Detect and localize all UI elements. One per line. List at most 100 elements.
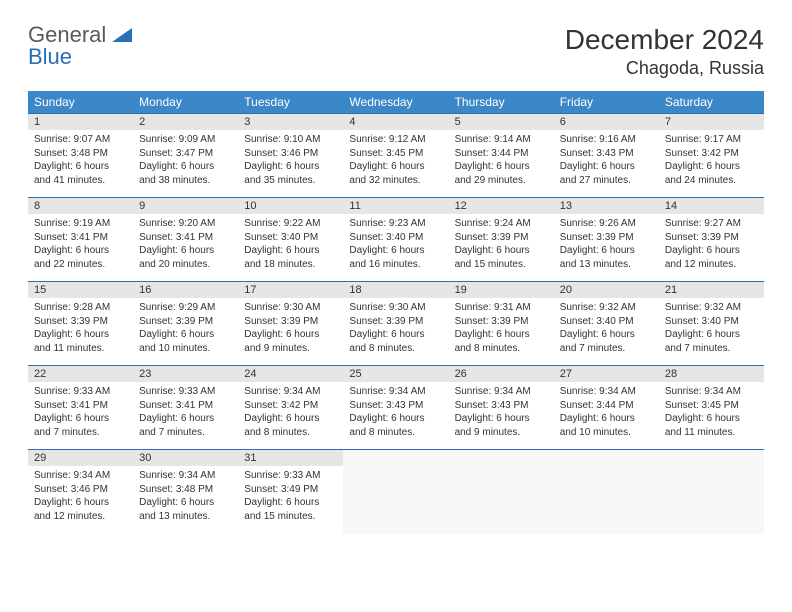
calendar-day-cell: 22Sunrise: 9:33 AMSunset: 3:41 PMDayligh… xyxy=(28,366,133,450)
day-line-d2: and 11 minutes. xyxy=(34,342,127,356)
weekday-header: Friday xyxy=(554,91,659,114)
brand-logo: General Blue xyxy=(28,24,132,68)
day-line-sr: Sunrise: 9:34 AM xyxy=(665,385,758,399)
day-content: Sunrise: 9:33 AMSunset: 3:49 PMDaylight:… xyxy=(238,466,343,526)
calendar-day-cell: 24Sunrise: 9:34 AMSunset: 3:42 PMDayligh… xyxy=(238,366,343,450)
calendar-day-cell: 6Sunrise: 9:16 AMSunset: 3:43 PMDaylight… xyxy=(554,114,659,198)
day-line-ss: Sunset: 3:40 PM xyxy=(244,231,337,245)
day-line-d1: Daylight: 6 hours xyxy=(139,328,232,342)
day-content: Sunrise: 9:34 AMSunset: 3:43 PMDaylight:… xyxy=(449,382,554,442)
day-content: Sunrise: 9:12 AMSunset: 3:45 PMDaylight:… xyxy=(343,130,448,190)
day-line-d1: Daylight: 6 hours xyxy=(349,244,442,258)
day-number: 5 xyxy=(449,114,554,130)
day-line-sr: Sunrise: 9:34 AM xyxy=(139,469,232,483)
day-line-d1: Daylight: 6 hours xyxy=(349,412,442,426)
day-line-ss: Sunset: 3:42 PM xyxy=(665,147,758,161)
day-line-d2: and 8 minutes. xyxy=(244,426,337,440)
day-line-d1: Daylight: 6 hours xyxy=(349,328,442,342)
day-number: 19 xyxy=(449,282,554,298)
day-line-d1: Daylight: 6 hours xyxy=(455,244,548,258)
day-number: 20 xyxy=(554,282,659,298)
calendar-day-cell: 3Sunrise: 9:10 AMSunset: 3:46 PMDaylight… xyxy=(238,114,343,198)
day-content: Sunrise: 9:30 AMSunset: 3:39 PMDaylight:… xyxy=(238,298,343,358)
calendar-day-cell: 13Sunrise: 9:26 AMSunset: 3:39 PMDayligh… xyxy=(554,198,659,282)
day-line-ss: Sunset: 3:39 PM xyxy=(139,315,232,329)
day-content: Sunrise: 9:33 AMSunset: 3:41 PMDaylight:… xyxy=(133,382,238,442)
calendar-day-cell: 5Sunrise: 9:14 AMSunset: 3:44 PMDaylight… xyxy=(449,114,554,198)
day-number: 4 xyxy=(343,114,448,130)
day-line-d1: Daylight: 6 hours xyxy=(34,328,127,342)
day-number: 2 xyxy=(133,114,238,130)
day-line-ss: Sunset: 3:40 PM xyxy=(349,231,442,245)
weekday-header: Tuesday xyxy=(238,91,343,114)
day-line-d2: and 9 minutes. xyxy=(455,426,548,440)
day-content: Sunrise: 9:34 AMSunset: 3:43 PMDaylight:… xyxy=(343,382,448,442)
calendar-day-cell: 1Sunrise: 9:07 AMSunset: 3:48 PMDaylight… xyxy=(28,114,133,198)
day-number: 25 xyxy=(343,366,448,382)
day-line-sr: Sunrise: 9:24 AM xyxy=(455,217,548,231)
day-line-d2: and 7 minutes. xyxy=(139,426,232,440)
day-number: 22 xyxy=(28,366,133,382)
day-content: Sunrise: 9:19 AMSunset: 3:41 PMDaylight:… xyxy=(28,214,133,274)
day-line-sr: Sunrise: 9:30 AM xyxy=(244,301,337,315)
calendar-day-cell: 19Sunrise: 9:31 AMSunset: 3:39 PMDayligh… xyxy=(449,282,554,366)
weekday-header: Wednesday xyxy=(343,91,448,114)
day-line-d1: Daylight: 6 hours xyxy=(34,160,127,174)
day-line-sr: Sunrise: 9:16 AM xyxy=(560,133,653,147)
day-number: 24 xyxy=(238,366,343,382)
day-content: Sunrise: 9:24 AMSunset: 3:39 PMDaylight:… xyxy=(449,214,554,274)
day-line-sr: Sunrise: 9:33 AM xyxy=(139,385,232,399)
day-line-d2: and 7 minutes. xyxy=(34,426,127,440)
day-line-d2: and 13 minutes. xyxy=(139,510,232,524)
calendar-empty-cell xyxy=(449,450,554,534)
day-line-d1: Daylight: 6 hours xyxy=(34,496,127,510)
day-line-ss: Sunset: 3:47 PM xyxy=(139,147,232,161)
day-content: Sunrise: 9:32 AMSunset: 3:40 PMDaylight:… xyxy=(659,298,764,358)
day-line-d2: and 32 minutes. xyxy=(349,174,442,188)
calendar-day-cell: 30Sunrise: 9:34 AMSunset: 3:48 PMDayligh… xyxy=(133,450,238,534)
calendar-day-cell: 29Sunrise: 9:34 AMSunset: 3:46 PMDayligh… xyxy=(28,450,133,534)
calendar-week-row: 29Sunrise: 9:34 AMSunset: 3:46 PMDayligh… xyxy=(28,450,764,534)
day-content: Sunrise: 9:17 AMSunset: 3:42 PMDaylight:… xyxy=(659,130,764,190)
calendar-day-cell: 20Sunrise: 9:32 AMSunset: 3:40 PMDayligh… xyxy=(554,282,659,366)
day-line-sr: Sunrise: 9:34 AM xyxy=(244,385,337,399)
day-number: 27 xyxy=(554,366,659,382)
day-number: 6 xyxy=(554,114,659,130)
calendar-day-cell: 15Sunrise: 9:28 AMSunset: 3:39 PMDayligh… xyxy=(28,282,133,366)
weekday-header: Sunday xyxy=(28,91,133,114)
day-content: Sunrise: 9:07 AMSunset: 3:48 PMDaylight:… xyxy=(28,130,133,190)
day-line-d1: Daylight: 6 hours xyxy=(665,328,758,342)
calendar-table: SundayMondayTuesdayWednesdayThursdayFrid… xyxy=(28,91,764,534)
day-line-ss: Sunset: 3:39 PM xyxy=(455,315,548,329)
day-line-d2: and 7 minutes. xyxy=(560,342,653,356)
day-line-d2: and 16 minutes. xyxy=(349,258,442,272)
calendar-week-row: 22Sunrise: 9:33 AMSunset: 3:41 PMDayligh… xyxy=(28,366,764,450)
day-line-d2: and 12 minutes. xyxy=(665,258,758,272)
day-number: 1 xyxy=(28,114,133,130)
day-number: 23 xyxy=(133,366,238,382)
calendar-day-cell: 14Sunrise: 9:27 AMSunset: 3:39 PMDayligh… xyxy=(659,198,764,282)
day-line-ss: Sunset: 3:39 PM xyxy=(349,315,442,329)
day-line-d2: and 8 minutes. xyxy=(349,342,442,356)
day-number: 11 xyxy=(343,198,448,214)
day-line-sr: Sunrise: 9:27 AM xyxy=(665,217,758,231)
calendar-day-cell: 2Sunrise: 9:09 AMSunset: 3:47 PMDaylight… xyxy=(133,114,238,198)
day-line-ss: Sunset: 3:43 PM xyxy=(560,147,653,161)
day-content: Sunrise: 9:28 AMSunset: 3:39 PMDaylight:… xyxy=(28,298,133,358)
day-line-d2: and 8 minutes. xyxy=(455,342,548,356)
day-line-ss: Sunset: 3:39 PM xyxy=(560,231,653,245)
calendar-day-cell: 9Sunrise: 9:20 AMSunset: 3:41 PMDaylight… xyxy=(133,198,238,282)
calendar-week-row: 15Sunrise: 9:28 AMSunset: 3:39 PMDayligh… xyxy=(28,282,764,366)
day-line-d1: Daylight: 6 hours xyxy=(34,412,127,426)
day-line-d2: and 11 minutes. xyxy=(665,426,758,440)
day-line-sr: Sunrise: 9:31 AM xyxy=(455,301,548,315)
day-number: 16 xyxy=(133,282,238,298)
day-line-ss: Sunset: 3:43 PM xyxy=(349,399,442,413)
day-line-sr: Sunrise: 9:33 AM xyxy=(244,469,337,483)
day-line-ss: Sunset: 3:43 PM xyxy=(455,399,548,413)
day-number: 18 xyxy=(343,282,448,298)
day-content: Sunrise: 9:16 AMSunset: 3:43 PMDaylight:… xyxy=(554,130,659,190)
brand-triangle-icon xyxy=(112,28,132,42)
day-line-ss: Sunset: 3:45 PM xyxy=(665,399,758,413)
day-line-d2: and 20 minutes. xyxy=(139,258,232,272)
